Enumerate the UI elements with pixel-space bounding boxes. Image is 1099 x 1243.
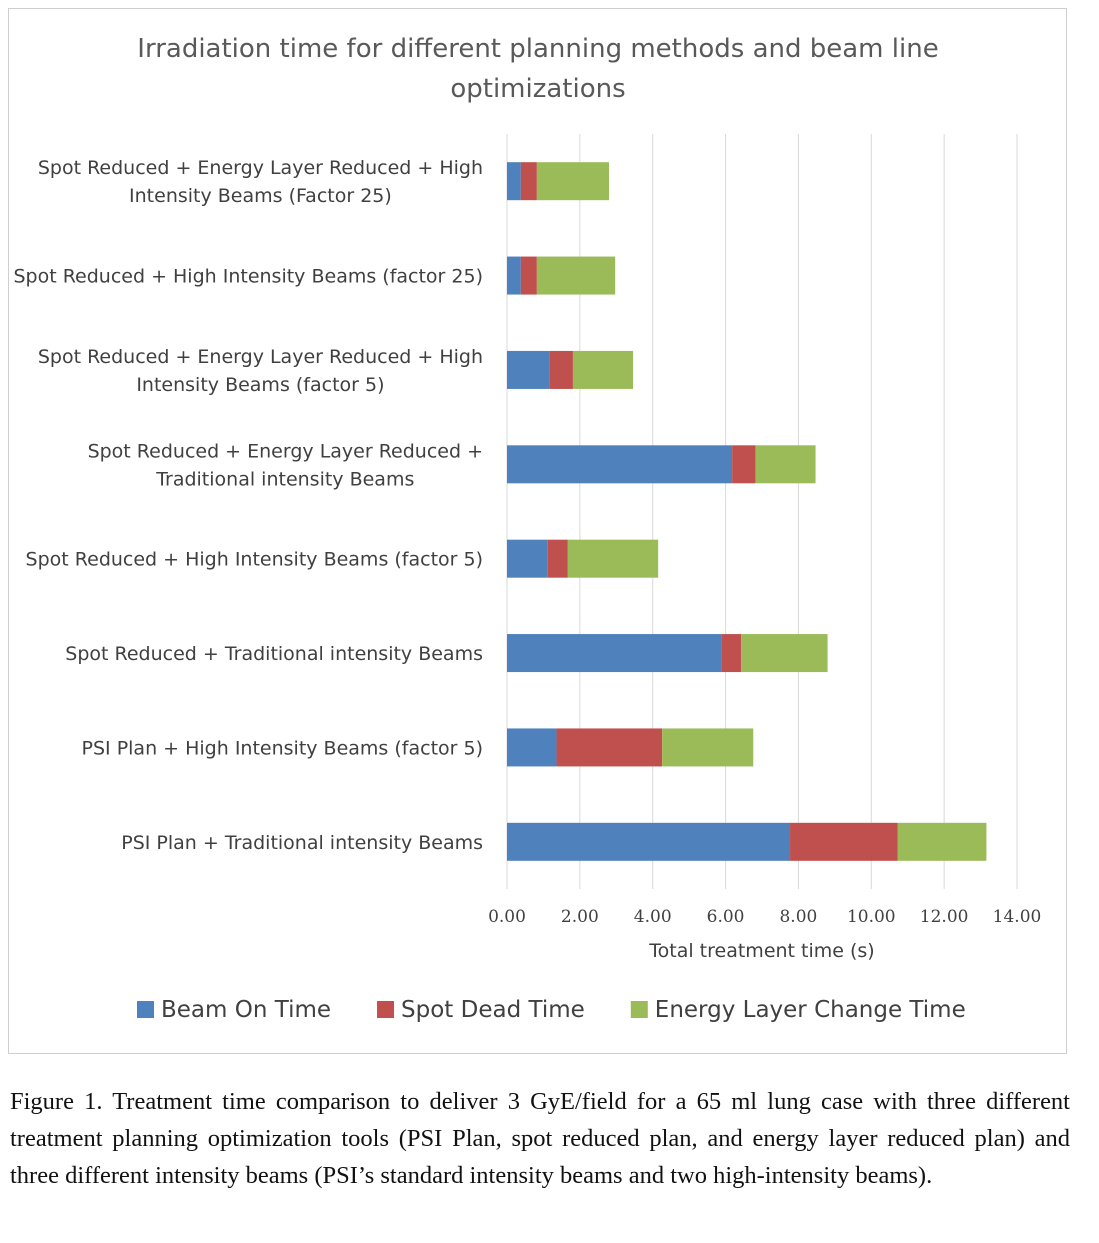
bar-segment-spot-dead-time <box>549 350 573 389</box>
x-tick-label: 0.00 <box>488 907 526 927</box>
category-label: Spot Reduced + Energy Layer Reduced + Hi… <box>38 157 483 179</box>
figure-caption: Figure 1. Treatment time comparison to d… <box>10 1088 1070 1189</box>
gridlines <box>506 134 1018 889</box>
bar-segment-energy-layer-change-time <box>662 728 754 767</box>
category-label: Spot Reduced + High Intensity Beams (fac… <box>13 266 483 288</box>
category-label: Spot Reduced + Energy Layer Reduced + <box>88 440 483 462</box>
chart-title-line: Irradiation time for different planning … <box>137 34 938 64</box>
bar-segment-spot-dead-time <box>520 256 537 295</box>
bar-segment-beam-on-time <box>507 634 722 673</box>
x-tick-label: 4.00 <box>634 907 672 927</box>
x-tick-label: 8.00 <box>779 907 817 927</box>
chart-svg: Irradiation time for different planning … <box>13 34 1041 1023</box>
legend: Beam On Time Spot Dead Time Energy Layer C… <box>137 997 966 1023</box>
bar-segment-spot-dead-time <box>721 634 742 673</box>
bar-segment-energy-layer-change-time <box>741 634 828 673</box>
x-tick-label: 12.00 <box>920 907 969 927</box>
bar-segment-beam-on-time <box>507 822 791 861</box>
bar-segment-beam-on-time <box>507 445 733 484</box>
bar-segment-energy-layer-change-time <box>897 822 987 861</box>
x-tick-label: 14.00 <box>993 907 1042 927</box>
bar-segment-beam-on-time <box>507 350 550 389</box>
x-tick-label: 6.00 <box>707 907 745 927</box>
chart-title: Irradiation time for different planning … <box>137 34 938 104</box>
category-label: PSI Plan + High Intensity Beams (factor … <box>82 737 483 759</box>
bar-segment-energy-layer-change-time <box>755 445 816 484</box>
legend-swatch <box>630 1001 648 1018</box>
x-tick-label: 2.00 <box>561 907 599 927</box>
legend-swatch <box>377 1001 395 1018</box>
category-label: Spot Reduced + Energy Layer Reduced + Hi… <box>38 346 483 368</box>
bar-segment-spot-dead-time <box>732 445 756 484</box>
category-label: Intensity Beams (factor 5) <box>136 374 384 396</box>
bar-segment-spot-dead-time <box>556 728 663 767</box>
bars <box>507 162 987 861</box>
x-tick-labels: 0.00 2.00 4.00 6.00 8.00 10.00 12.00 14.00 <box>488 907 1041 927</box>
bar-segment-energy-layer-change-time <box>567 539 659 578</box>
bar-segment-beam-on-time <box>507 256 521 295</box>
bar-segment-energy-layer-change-time <box>536 162 609 201</box>
legend-swatch <box>137 1001 154 1018</box>
category-label: PSI Plan + Traditional intensity Beams <box>121 832 483 854</box>
legend-label: Spot Dead Time <box>401 997 585 1023</box>
bar-segment-beam-on-time <box>507 162 521 201</box>
legend-label: Energy Layer Change Time <box>655 997 966 1023</box>
bar-segment-beam-on-time <box>507 728 557 767</box>
bar-segment-spot-dead-time <box>520 162 537 201</box>
category-label: Intensity Beams (Factor 25) <box>129 185 392 207</box>
bar-segment-spot-dead-time <box>790 822 898 861</box>
x-axis-title: Total treatment time (s) <box>648 940 874 962</box>
chart-frame: Irradiation time for different planning … <box>8 8 1067 1054</box>
legend-label: Beam On Time <box>161 997 331 1023</box>
category-label: Traditional intensity Beams <box>155 468 414 490</box>
bar-segment-energy-layer-change-time <box>572 350 634 389</box>
x-tick-label: 10.00 <box>847 907 896 927</box>
category-label: Spot Reduced + Traditional intensity Bea… <box>65 643 483 665</box>
bar-segment-beam-on-time <box>507 539 548 578</box>
bar-segment-spot-dead-time <box>547 539 568 578</box>
bar-segment-energy-layer-change-time <box>536 256 616 295</box>
chart-title-line: optimizations <box>450 74 625 104</box>
category-label: Spot Reduced + High Intensity Beams (fac… <box>26 549 483 571</box>
category-labels: Spot Reduced + Energy Layer Reduced + Hi… <box>13 157 483 854</box>
